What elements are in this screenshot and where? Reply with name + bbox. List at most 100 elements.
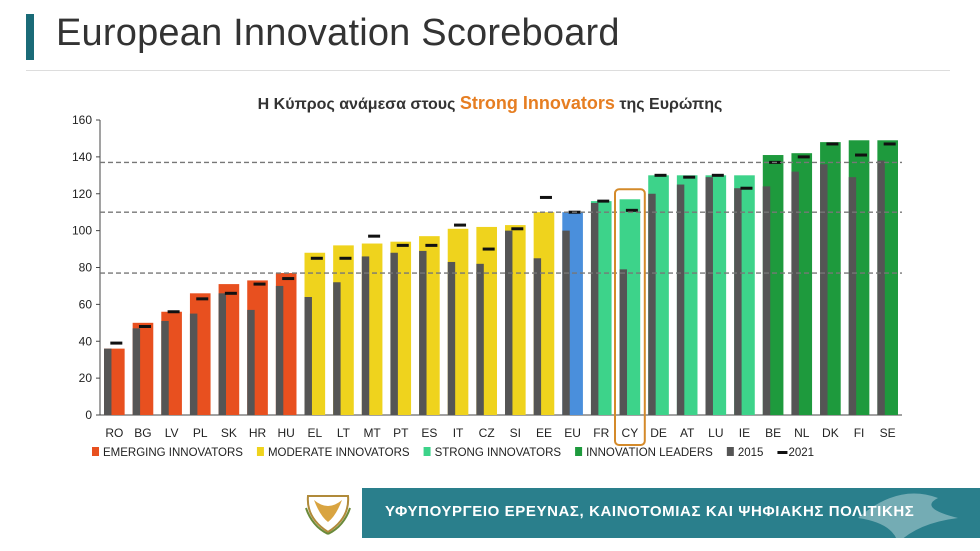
bar-2015-it xyxy=(447,261,456,415)
bar-2015-be xyxy=(762,186,771,415)
bar-2015-ee xyxy=(533,258,542,415)
legend-marker xyxy=(256,447,264,456)
bar-2015-cy xyxy=(619,269,628,415)
mark-2021-lu xyxy=(711,173,724,177)
cyprus-emblem-icon xyxy=(305,495,351,535)
mark-2021-nl xyxy=(797,155,810,159)
bar-2015-se xyxy=(877,160,885,415)
y-tick-label: 60 xyxy=(79,297,93,311)
x-tick-label: FR xyxy=(593,426,609,440)
page-title: European Innovation Scoreboard xyxy=(56,12,620,54)
bar-2015-cz xyxy=(476,263,484,415)
legend-label: INNOVATION LEADERS xyxy=(586,447,713,459)
y-tick-label: 40 xyxy=(79,334,93,348)
bar-2015-pt xyxy=(390,252,398,415)
mark-2021-bg xyxy=(138,325,151,328)
y-tick-label: 20 xyxy=(79,371,93,385)
title-accent-bar xyxy=(26,14,34,60)
bar-2015-dk xyxy=(820,164,828,415)
mark-2021-cy xyxy=(625,208,638,212)
x-tick-label: CZ xyxy=(479,426,495,440)
x-tick-label: LT xyxy=(337,426,351,440)
y-tick-label: 160 xyxy=(72,113,92,127)
bar-2015-hr xyxy=(247,309,255,415)
bar-2015-pl xyxy=(189,313,198,415)
mark-2021-el xyxy=(310,256,323,260)
legend-marker xyxy=(726,447,734,456)
mark-2021-it xyxy=(454,223,467,227)
x-tick-label: SI xyxy=(510,426,521,440)
x-tick-label: IE xyxy=(739,426,750,440)
cy-highlight-box xyxy=(613,188,646,446)
bar-2015-eu xyxy=(562,230,570,415)
legend-marker xyxy=(777,451,788,454)
legend-marker xyxy=(423,447,431,456)
y-tick-label: 80 xyxy=(79,261,93,275)
chart-title-prefix: Η Κύπρος ανάμεσα στους xyxy=(257,96,456,113)
x-tick-label: PL xyxy=(193,426,208,440)
x-tick-label: EL xyxy=(307,426,322,440)
mark-2021-ro xyxy=(110,341,123,345)
bar-2015-si xyxy=(505,230,513,415)
x-tick-label: SK xyxy=(221,426,237,440)
chart-title-suffix: της Ευρώπης xyxy=(619,96,723,113)
mark-2021-ee xyxy=(539,195,552,199)
x-tick-label: PT xyxy=(393,426,409,440)
bar-2015-fr xyxy=(590,202,599,415)
mark-2021-pt xyxy=(396,243,409,247)
mark-2021-at xyxy=(683,175,696,179)
mark-2021-de xyxy=(654,173,667,177)
y-tick-label: 140 xyxy=(72,150,92,164)
mark-2021-lv xyxy=(167,310,180,314)
x-tick-label: SE xyxy=(880,426,896,440)
chart-title-highlight: Strong Innovators xyxy=(459,93,615,113)
bar-2015-lt xyxy=(333,282,341,415)
mark-2021-pl xyxy=(196,297,209,301)
mark-2021-ie xyxy=(740,186,753,190)
bar-2015-de xyxy=(648,193,656,415)
legend-marker xyxy=(92,447,99,456)
legend-label: 2015 xyxy=(738,447,764,459)
x-tick-label: NL xyxy=(794,426,810,440)
x-tick-label: IT xyxy=(453,426,464,440)
bar-2015-nl xyxy=(791,171,799,415)
x-tick-label: EU xyxy=(564,426,581,440)
legend-label: EMERGING INNOVATORS xyxy=(103,447,243,459)
bar-2015-bg xyxy=(132,328,141,415)
x-tick-label: FI xyxy=(854,426,865,440)
mark-2021-hu xyxy=(282,277,295,281)
bar-2015-el xyxy=(304,297,312,415)
mark-2021-mt xyxy=(368,234,381,238)
bar-2015-es xyxy=(419,250,427,415)
mark-2021-sk xyxy=(224,291,237,295)
x-tick-label: DE xyxy=(650,426,667,440)
mark-2021-se xyxy=(883,142,896,146)
x-tick-label: ES xyxy=(421,426,437,440)
footer-band xyxy=(362,488,980,538)
mark-2021-dk xyxy=(826,142,839,146)
x-tick-label: BG xyxy=(134,426,151,440)
x-tick-label: CY xyxy=(622,426,639,440)
mark-2021-fr xyxy=(597,199,610,203)
mark-2021-hr xyxy=(253,282,266,286)
bar-2015-hu xyxy=(275,285,284,415)
bar-2015-ro xyxy=(104,348,112,415)
x-tick-label: DK xyxy=(822,426,839,440)
bar-2015-fi xyxy=(848,177,857,415)
bar-2015-sk xyxy=(218,293,227,415)
x-tick-label: EE xyxy=(536,426,552,440)
mark-2021-es xyxy=(425,243,438,247)
legend-label: STRONG INNOVATORS xyxy=(435,447,562,459)
mark-2021-lt xyxy=(339,256,352,260)
y-tick-label: 0 xyxy=(85,408,92,422)
legend-marker xyxy=(575,447,583,456)
x-tick-label: RO xyxy=(105,426,123,440)
y-tick-label: 120 xyxy=(72,187,92,201)
bar-2015-lu xyxy=(705,177,713,415)
x-tick-label: BE xyxy=(765,426,781,440)
mark-2021-fi xyxy=(855,153,868,157)
bar-2015-lv xyxy=(161,320,169,415)
mark-2021-cz xyxy=(482,247,495,251)
title-divider xyxy=(26,70,950,71)
x-tick-label: HR xyxy=(249,426,267,440)
